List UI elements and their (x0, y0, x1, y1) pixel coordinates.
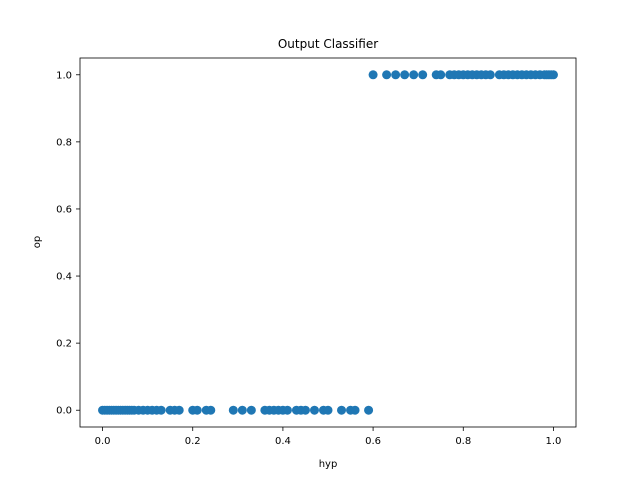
y-axis-label: op (32, 236, 43, 248)
x-tick-label: 1.0 (546, 436, 562, 447)
x-axis-ticks: 0.0 0.2 0.4 0.6 0.8 1.0 (95, 427, 562, 447)
data-point (364, 405, 374, 415)
data-point (436, 70, 446, 80)
data-point (368, 70, 378, 80)
data-point (174, 405, 184, 415)
x-axis-label: hyp (319, 459, 338, 470)
x-tick-label: 0.4 (275, 436, 291, 447)
data-point (282, 405, 292, 415)
plot-frame (79, 57, 577, 428)
y-tick-label: 0.6 (56, 204, 72, 215)
y-axis-ticks: 0.0 0.2 0.4 0.6 0.8 1.0 (56, 70, 80, 417)
y-tick-label: 1.0 (56, 70, 72, 81)
data-point (350, 405, 360, 415)
x-tick-label: 0.2 (185, 436, 201, 447)
x-tick-label: 0.0 (95, 436, 111, 447)
data-point (206, 405, 216, 415)
data-point (485, 70, 495, 80)
data-point (300, 405, 310, 415)
data-point (418, 70, 428, 80)
data-point (246, 405, 256, 415)
data-point (309, 405, 319, 415)
points-layer (98, 70, 558, 415)
data-point (391, 70, 401, 80)
data-point (548, 70, 558, 80)
data-point (156, 405, 166, 415)
data-point (337, 405, 347, 415)
data-point (382, 70, 392, 80)
data-point (400, 70, 410, 80)
x-tick-label: 0.8 (455, 436, 471, 447)
data-point (228, 405, 238, 415)
data-point (192, 405, 202, 415)
chart-title: Output Classifier (278, 37, 378, 51)
data-point (409, 70, 419, 80)
x-tick-label: 0.6 (365, 436, 381, 447)
y-tick-label: 0.8 (56, 137, 72, 148)
data-point (237, 405, 247, 415)
y-tick-label: 0.0 (56, 406, 72, 417)
data-point (323, 405, 333, 415)
y-tick-label: 0.2 (56, 339, 72, 350)
y-tick-label: 0.4 (56, 272, 72, 283)
